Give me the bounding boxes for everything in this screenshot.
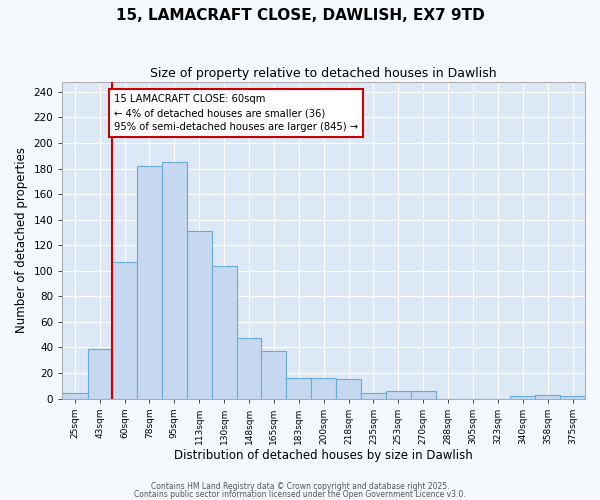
- Text: Contains public sector information licensed under the Open Government Licence v3: Contains public sector information licen…: [134, 490, 466, 499]
- Text: Contains HM Land Registry data © Crown copyright and database right 2025.: Contains HM Land Registry data © Crown c…: [151, 482, 449, 491]
- Bar: [386, 391, 411, 398]
- Bar: [311, 378, 336, 398]
- Bar: [560, 396, 585, 398]
- Bar: [336, 380, 361, 398]
- Bar: [236, 338, 262, 398]
- Text: 15 LAMACRAFT CLOSE: 60sqm
← 4% of detached houses are smaller (36)
95% of semi-d: 15 LAMACRAFT CLOSE: 60sqm ← 4% of detach…: [114, 94, 358, 132]
- Title: Size of property relative to detached houses in Dawlish: Size of property relative to detached ho…: [151, 68, 497, 80]
- Text: 15, LAMACRAFT CLOSE, DAWLISH, EX7 9TD: 15, LAMACRAFT CLOSE, DAWLISH, EX7 9TD: [116, 8, 484, 22]
- Bar: [286, 378, 311, 398]
- Bar: [187, 231, 212, 398]
- Bar: [262, 352, 286, 399]
- X-axis label: Distribution of detached houses by size in Dawlish: Distribution of detached houses by size …: [174, 450, 473, 462]
- Bar: [361, 394, 386, 398]
- Bar: [112, 262, 137, 398]
- Bar: [137, 166, 162, 398]
- Bar: [535, 394, 560, 398]
- Bar: [62, 394, 88, 398]
- Bar: [88, 348, 112, 399]
- Y-axis label: Number of detached properties: Number of detached properties: [15, 147, 28, 333]
- Bar: [212, 266, 236, 398]
- Bar: [511, 396, 535, 398]
- Bar: [411, 391, 436, 398]
- Bar: [162, 162, 187, 398]
